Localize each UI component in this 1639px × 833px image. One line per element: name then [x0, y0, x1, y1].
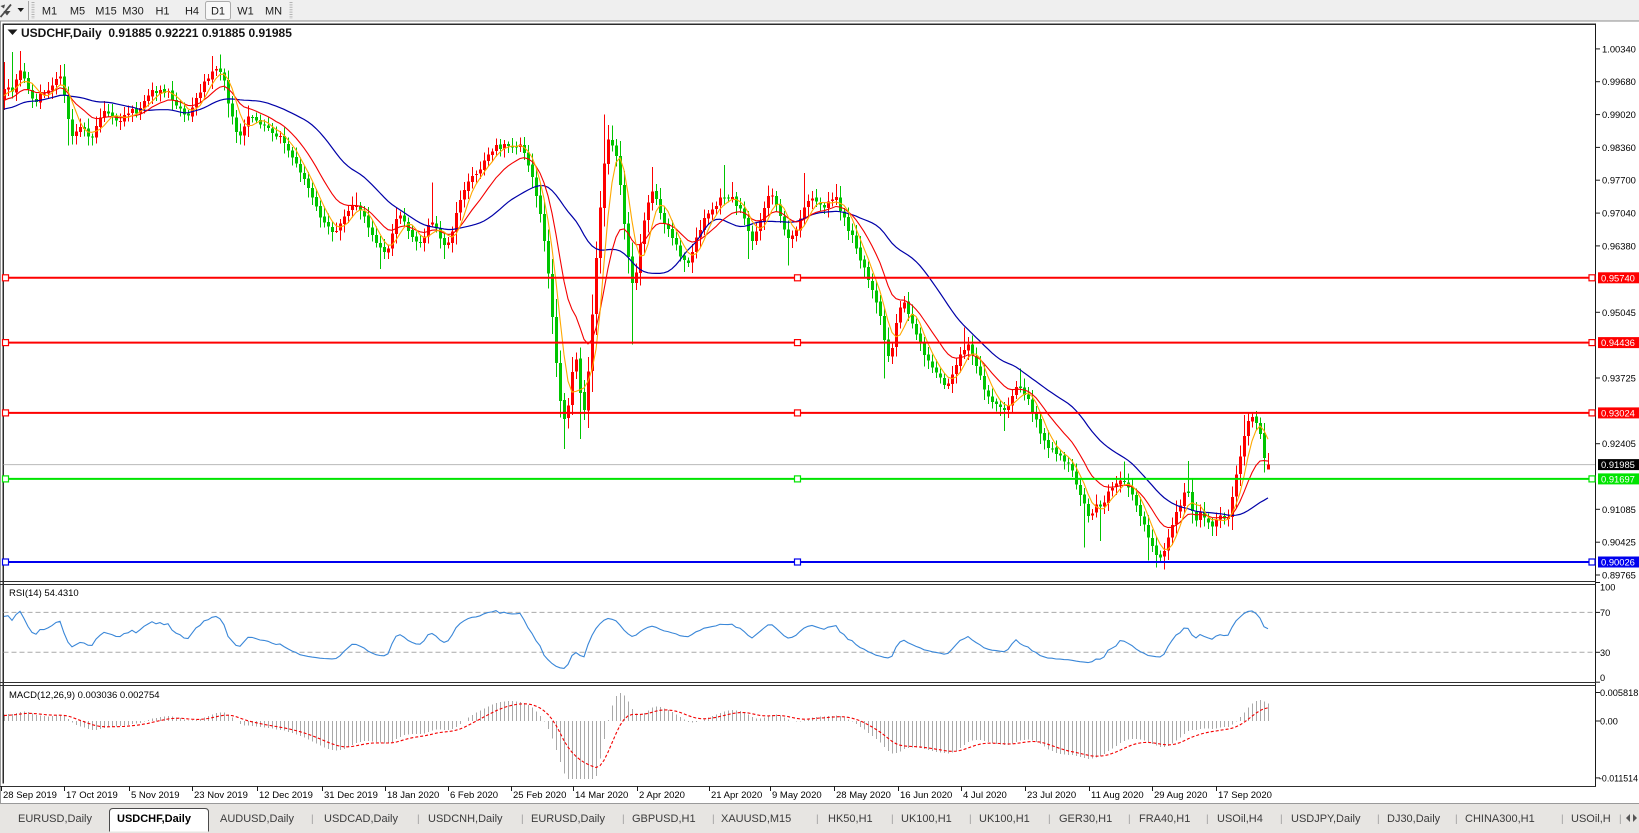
svg-text:0: 0	[1600, 673, 1605, 683]
svg-text:18 Jan 2020: 18 Jan 2020	[387, 790, 439, 801]
svg-text:|: |	[521, 814, 524, 825]
svg-text:0.91085: 0.91085	[1602, 504, 1636, 515]
svg-text:0.95740: 0.95740	[1601, 272, 1635, 283]
svg-text:31 Dec 2019: 31 Dec 2019	[324, 790, 378, 801]
svg-text:0.97040: 0.97040	[1602, 208, 1636, 219]
svg-text:USOil,H4: USOil,H4	[1217, 813, 1263, 825]
svg-text:|: |	[891, 814, 894, 825]
svg-text:M1: M1	[42, 6, 57, 18]
svg-text:GER30,H1: GER30,H1	[1059, 813, 1112, 825]
svg-text:MACD(12,26,9) 0.003036 0.00275: MACD(12,26,9) 0.003036 0.002754	[9, 690, 160, 701]
svg-text:17 Sep 2020: 17 Sep 2020	[1218, 790, 1272, 801]
svg-text:0.98360: 0.98360	[1602, 142, 1636, 153]
svg-text:EURUSD,Daily: EURUSD,Daily	[531, 813, 605, 825]
svg-text:UK100,H1: UK100,H1	[901, 813, 952, 825]
svg-text:0.99020: 0.99020	[1602, 109, 1636, 120]
svg-text:USDCAD,Daily: USDCAD,Daily	[324, 813, 398, 825]
svg-text:UK100,H1: UK100,H1	[979, 813, 1030, 825]
svg-text:DJ30,Daily: DJ30,Daily	[1387, 813, 1441, 825]
svg-text:GBPUSD,H1: GBPUSD,H1	[632, 813, 696, 825]
svg-text:CHINA300,H1: CHINA300,H1	[1465, 813, 1535, 825]
svg-text:USDCHF,Daily: USDCHF,Daily	[117, 813, 192, 825]
svg-text:HK50,H1: HK50,H1	[828, 813, 873, 825]
svg-text:6 Feb 2020: 6 Feb 2020	[450, 790, 498, 801]
svg-text:|: |	[1048, 814, 1051, 825]
svg-text:W1: W1	[237, 6, 254, 18]
svg-text:23 Nov 2019: 23 Nov 2019	[194, 790, 248, 801]
svg-text:12 Dec 2019: 12 Dec 2019	[259, 790, 313, 801]
svg-text:AUDUSD,Daily: AUDUSD,Daily	[220, 813, 294, 825]
svg-text:-0.011514: -0.011514	[1599, 773, 1638, 783]
svg-text:MN: MN	[265, 6, 282, 18]
svg-text:25 Feb 2020: 25 Feb 2020	[513, 790, 566, 801]
svg-text:0.005818: 0.005818	[1600, 688, 1638, 698]
svg-text:|: |	[816, 814, 819, 825]
svg-text:|: |	[1206, 814, 1209, 825]
svg-text:9 May 2020: 9 May 2020	[772, 790, 822, 801]
svg-text:0.91985: 0.91985	[1601, 459, 1635, 470]
svg-text:0.94436: 0.94436	[1601, 337, 1635, 348]
svg-text:100: 100	[1600, 583, 1615, 593]
svg-text:USDJPY,Daily: USDJPY,Daily	[1291, 813, 1361, 825]
svg-text:|: |	[1619, 814, 1622, 825]
svg-text:EURUSD,Daily: EURUSD,Daily	[18, 813, 92, 825]
svg-text:21 Apr 2020: 21 Apr 2020	[711, 790, 762, 801]
svg-text:0.99680: 0.99680	[1602, 76, 1636, 87]
svg-text:0.91697: 0.91697	[1601, 473, 1635, 484]
svg-text:|: |	[417, 814, 420, 825]
svg-text:|: |	[311, 814, 314, 825]
svg-text:XAUUSD,M15: XAUUSD,M15	[721, 813, 791, 825]
svg-text:|: |	[1561, 814, 1564, 825]
svg-text:16 Jun 2020: 16 Jun 2020	[900, 790, 952, 801]
svg-text:USDCNH,Daily: USDCNH,Daily	[428, 813, 503, 825]
svg-text:D1: D1	[211, 6, 225, 18]
svg-text:|: |	[712, 814, 715, 825]
svg-text:11 Aug 2020: 11 Aug 2020	[1091, 790, 1144, 801]
svg-text:17 Oct 2019: 17 Oct 2019	[66, 790, 118, 801]
svg-text:0.90026: 0.90026	[1601, 557, 1635, 568]
svg-text:0.97700: 0.97700	[1602, 175, 1636, 186]
svg-text:30: 30	[1600, 648, 1610, 658]
svg-text:|: |	[1128, 814, 1131, 825]
svg-text:0.92405: 0.92405	[1602, 438, 1636, 449]
svg-text:USDCHF,Daily 0.91885 0.92221: USDCHF,Daily 0.91885 0.92221 0.91885 0.9…	[21, 26, 292, 40]
svg-text:14 Mar 2020: 14 Mar 2020	[575, 790, 628, 801]
svg-text:|: |	[1455, 814, 1458, 825]
svg-text:0.90425: 0.90425	[1602, 537, 1636, 548]
svg-text:0.93024: 0.93024	[1601, 407, 1635, 418]
svg-text:0.93725: 0.93725	[1602, 373, 1636, 384]
svg-text:28 Sep 2019: 28 Sep 2019	[3, 790, 57, 801]
svg-text:M5: M5	[70, 6, 85, 18]
svg-text:RSI(14) 54.4310: RSI(14) 54.4310	[9, 588, 79, 599]
svg-text:FRA40,H1: FRA40,H1	[1139, 813, 1190, 825]
svg-text:H1: H1	[155, 6, 169, 18]
svg-text:1.00340: 1.00340	[1602, 43, 1636, 54]
svg-text:29 Aug 2020: 29 Aug 2020	[1154, 790, 1207, 801]
svg-text:|: |	[1377, 814, 1380, 825]
svg-text:|: |	[1280, 814, 1283, 825]
svg-text:0.00: 0.00	[1600, 717, 1618, 727]
svg-text:0.89765: 0.89765	[1602, 570, 1636, 581]
svg-text:28 May 2020: 28 May 2020	[836, 790, 891, 801]
svg-text:M30: M30	[122, 6, 143, 18]
svg-text:USOil,H: USOil,H	[1571, 813, 1611, 825]
svg-text:0.96380: 0.96380	[1602, 240, 1636, 251]
svg-text:5 Nov 2019: 5 Nov 2019	[131, 790, 180, 801]
svg-text:4 Jul 2020: 4 Jul 2020	[963, 790, 1007, 801]
svg-text:|: |	[969, 814, 972, 825]
svg-text:|: |	[622, 814, 625, 825]
svg-text:H4: H4	[185, 6, 199, 18]
svg-text:23 Jul 2020: 23 Jul 2020	[1027, 790, 1076, 801]
svg-text:M15: M15	[95, 6, 116, 18]
svg-text:2 Apr 2020: 2 Apr 2020	[639, 790, 685, 801]
svg-text:0.95045: 0.95045	[1602, 307, 1636, 318]
svg-text:70: 70	[1600, 608, 1610, 618]
